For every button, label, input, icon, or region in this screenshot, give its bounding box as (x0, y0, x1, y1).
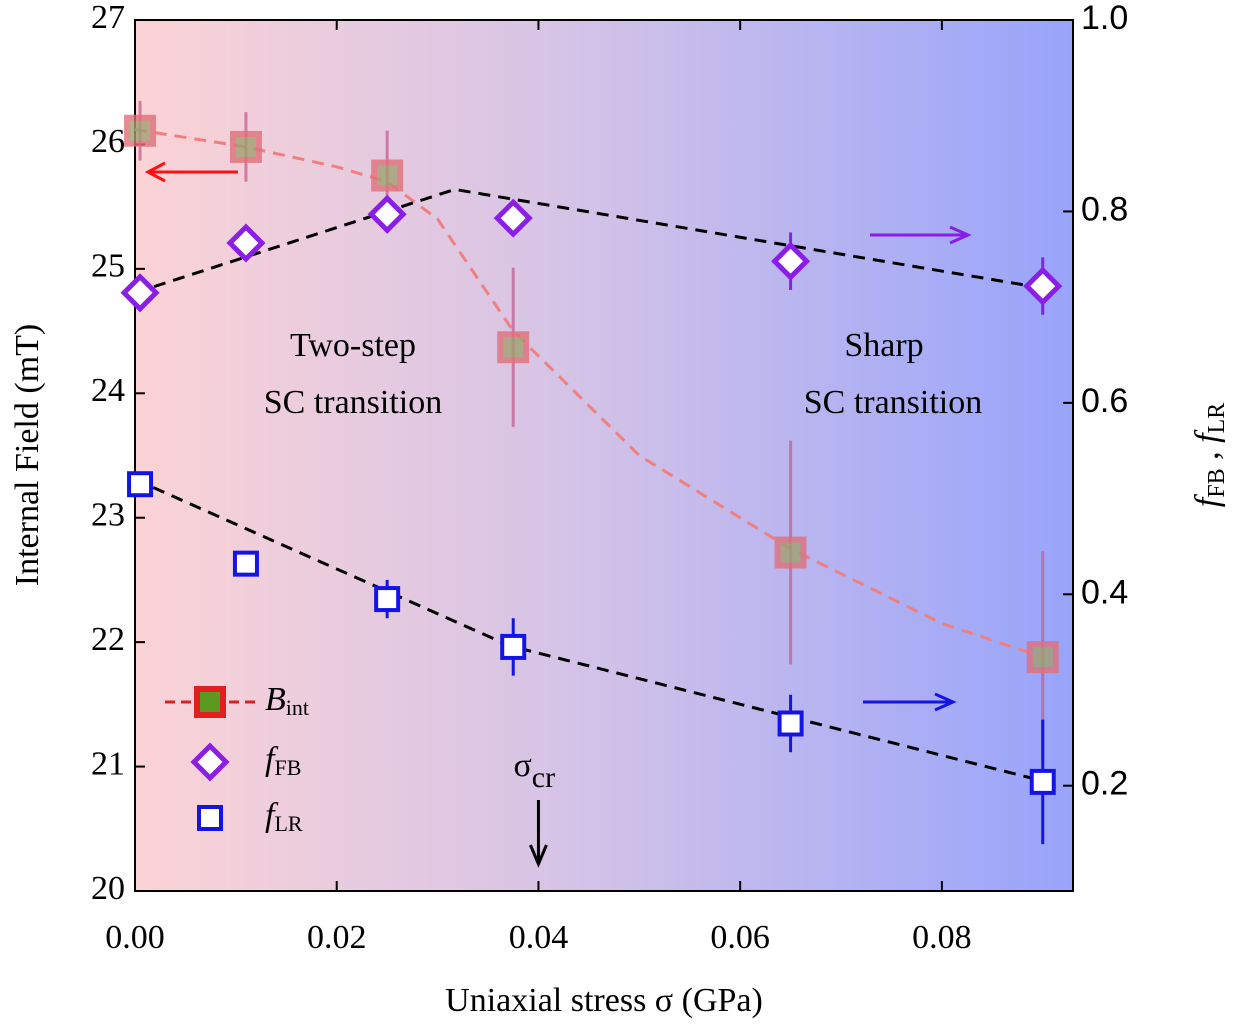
legend-marker (190, 742, 230, 782)
plot-background (135, 20, 1073, 891)
y2-tick-label: 0.6 (1081, 382, 1128, 420)
legend-label: Bint (265, 681, 309, 720)
fit-line (134, 128, 1044, 659)
y-tick-label: 25 (91, 248, 125, 285)
x-tick-label: 0.02 (307, 919, 367, 956)
annotation: SC transition (804, 384, 983, 421)
y2-tick-label: 0.2 (1081, 765, 1128, 803)
y-tick-label: 23 (91, 497, 125, 534)
point (232, 550, 259, 577)
point (497, 331, 530, 364)
annotation: SC transition (264, 384, 443, 421)
critical-sub: cr (532, 761, 555, 794)
y2-axis-label: fFB , fLR (1189, 403, 1230, 507)
point (777, 710, 804, 737)
legend-sub: int (286, 695, 309, 720)
y2-label-part: , (1189, 443, 1226, 469)
point (367, 194, 407, 234)
point (1023, 266, 1063, 306)
y-tick-label: 26 (91, 123, 125, 160)
y2-tick-label: 0.8 (1081, 190, 1128, 228)
point (371, 159, 404, 192)
y2-tick-label: 0.4 (1081, 573, 1128, 611)
legend-name: B (265, 681, 286, 718)
legend-marker (194, 686, 226, 718)
x-tick-label: 0.04 (509, 919, 569, 956)
critical-label: σcr (513, 747, 555, 794)
point (500, 633, 527, 660)
critical-arrow (529, 800, 548, 868)
point (127, 471, 154, 498)
y-tick-label: 21 (91, 745, 125, 782)
point (1026, 641, 1059, 674)
plot-frame (134, 19, 1074, 892)
point (493, 198, 533, 238)
legend-marker (197, 805, 223, 831)
x-tick-label: 0.06 (710, 919, 770, 956)
annotation: Two-step (290, 327, 416, 364)
arrows (144, 161, 972, 712)
legend-sub: LR (274, 811, 302, 836)
point (771, 241, 811, 281)
y2-label-part: FB (1204, 468, 1230, 497)
y2-tick-label: 1.0 (1081, 0, 1128, 37)
point (774, 536, 807, 569)
annotation: Sharp (844, 327, 923, 364)
point (374, 586, 401, 613)
y-tick-label: 27 (91, 0, 125, 36)
point (124, 114, 157, 147)
legend-sub: FB (274, 755, 301, 780)
point (1029, 768, 1056, 795)
critical-symbol: σ (513, 747, 531, 784)
y2-label-part: LR (1204, 403, 1230, 434)
y-tick-label: 20 (91, 870, 125, 907)
x-axis-label: Uniaxial stress σ (GPa) (445, 982, 763, 1019)
point (229, 130, 262, 163)
y-axis-label: Internal Field (mT) (9, 324, 46, 586)
point (120, 273, 160, 313)
x-tick-label: 0.00 (105, 919, 165, 956)
y-tick-label: 22 (91, 621, 125, 658)
point (226, 223, 266, 263)
x-tick-label: 0.08 (912, 919, 972, 956)
y-tick-label: 24 (91, 372, 125, 409)
